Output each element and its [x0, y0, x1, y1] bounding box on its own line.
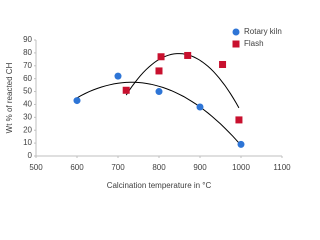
point	[157, 53, 165, 61]
y-tick-label: 70	[23, 61, 32, 70]
y-tick-label: 20	[23, 125, 32, 134]
x-tick-label: 700	[111, 163, 125, 172]
legend-marker	[232, 40, 240, 48]
point	[155, 67, 163, 75]
y-axis-label: Wt % of reacted CH	[5, 62, 14, 133]
legend-label: Rotary kiln	[244, 27, 282, 36]
point	[196, 103, 204, 111]
point	[114, 72, 122, 80]
y-tick-label: 60	[23, 74, 32, 83]
y-tick-label: 30	[23, 112, 32, 121]
legend-label: Flash	[244, 39, 264, 48]
point	[73, 97, 81, 105]
y-tick-label: 10	[23, 138, 32, 147]
trend-line	[76, 81, 242, 146]
page: {"chart_data": {"type": "scatter", "x_la…	[5, 27, 292, 191]
y-tick-label: 0	[28, 151, 33, 160]
x-tick-label: 800	[152, 163, 166, 172]
x-tick-label: 600	[70, 163, 84, 172]
x-tick-label: 500	[29, 163, 43, 172]
point	[235, 116, 243, 124]
point	[122, 86, 130, 94]
y-tick-label: 80	[23, 48, 32, 57]
point	[155, 88, 163, 96]
x-axis-label: Calcination temperature in °C	[107, 181, 212, 190]
legend-marker	[232, 28, 240, 36]
y-tick-label: 50	[23, 87, 32, 96]
point	[219, 60, 227, 68]
point	[184, 51, 192, 59]
y-tick-label: 90	[23, 35, 32, 44]
y-tick-label: 40	[23, 100, 32, 109]
point	[237, 140, 245, 148]
x-tick-label: 1000	[232, 163, 250, 172]
x-tick-label: 900	[193, 163, 207, 172]
x-tick-label: 1100	[273, 163, 291, 172]
chart: Wt % of reacted CH Calcination temperatu…	[5, 27, 291, 190]
trend-line	[125, 53, 240, 109]
